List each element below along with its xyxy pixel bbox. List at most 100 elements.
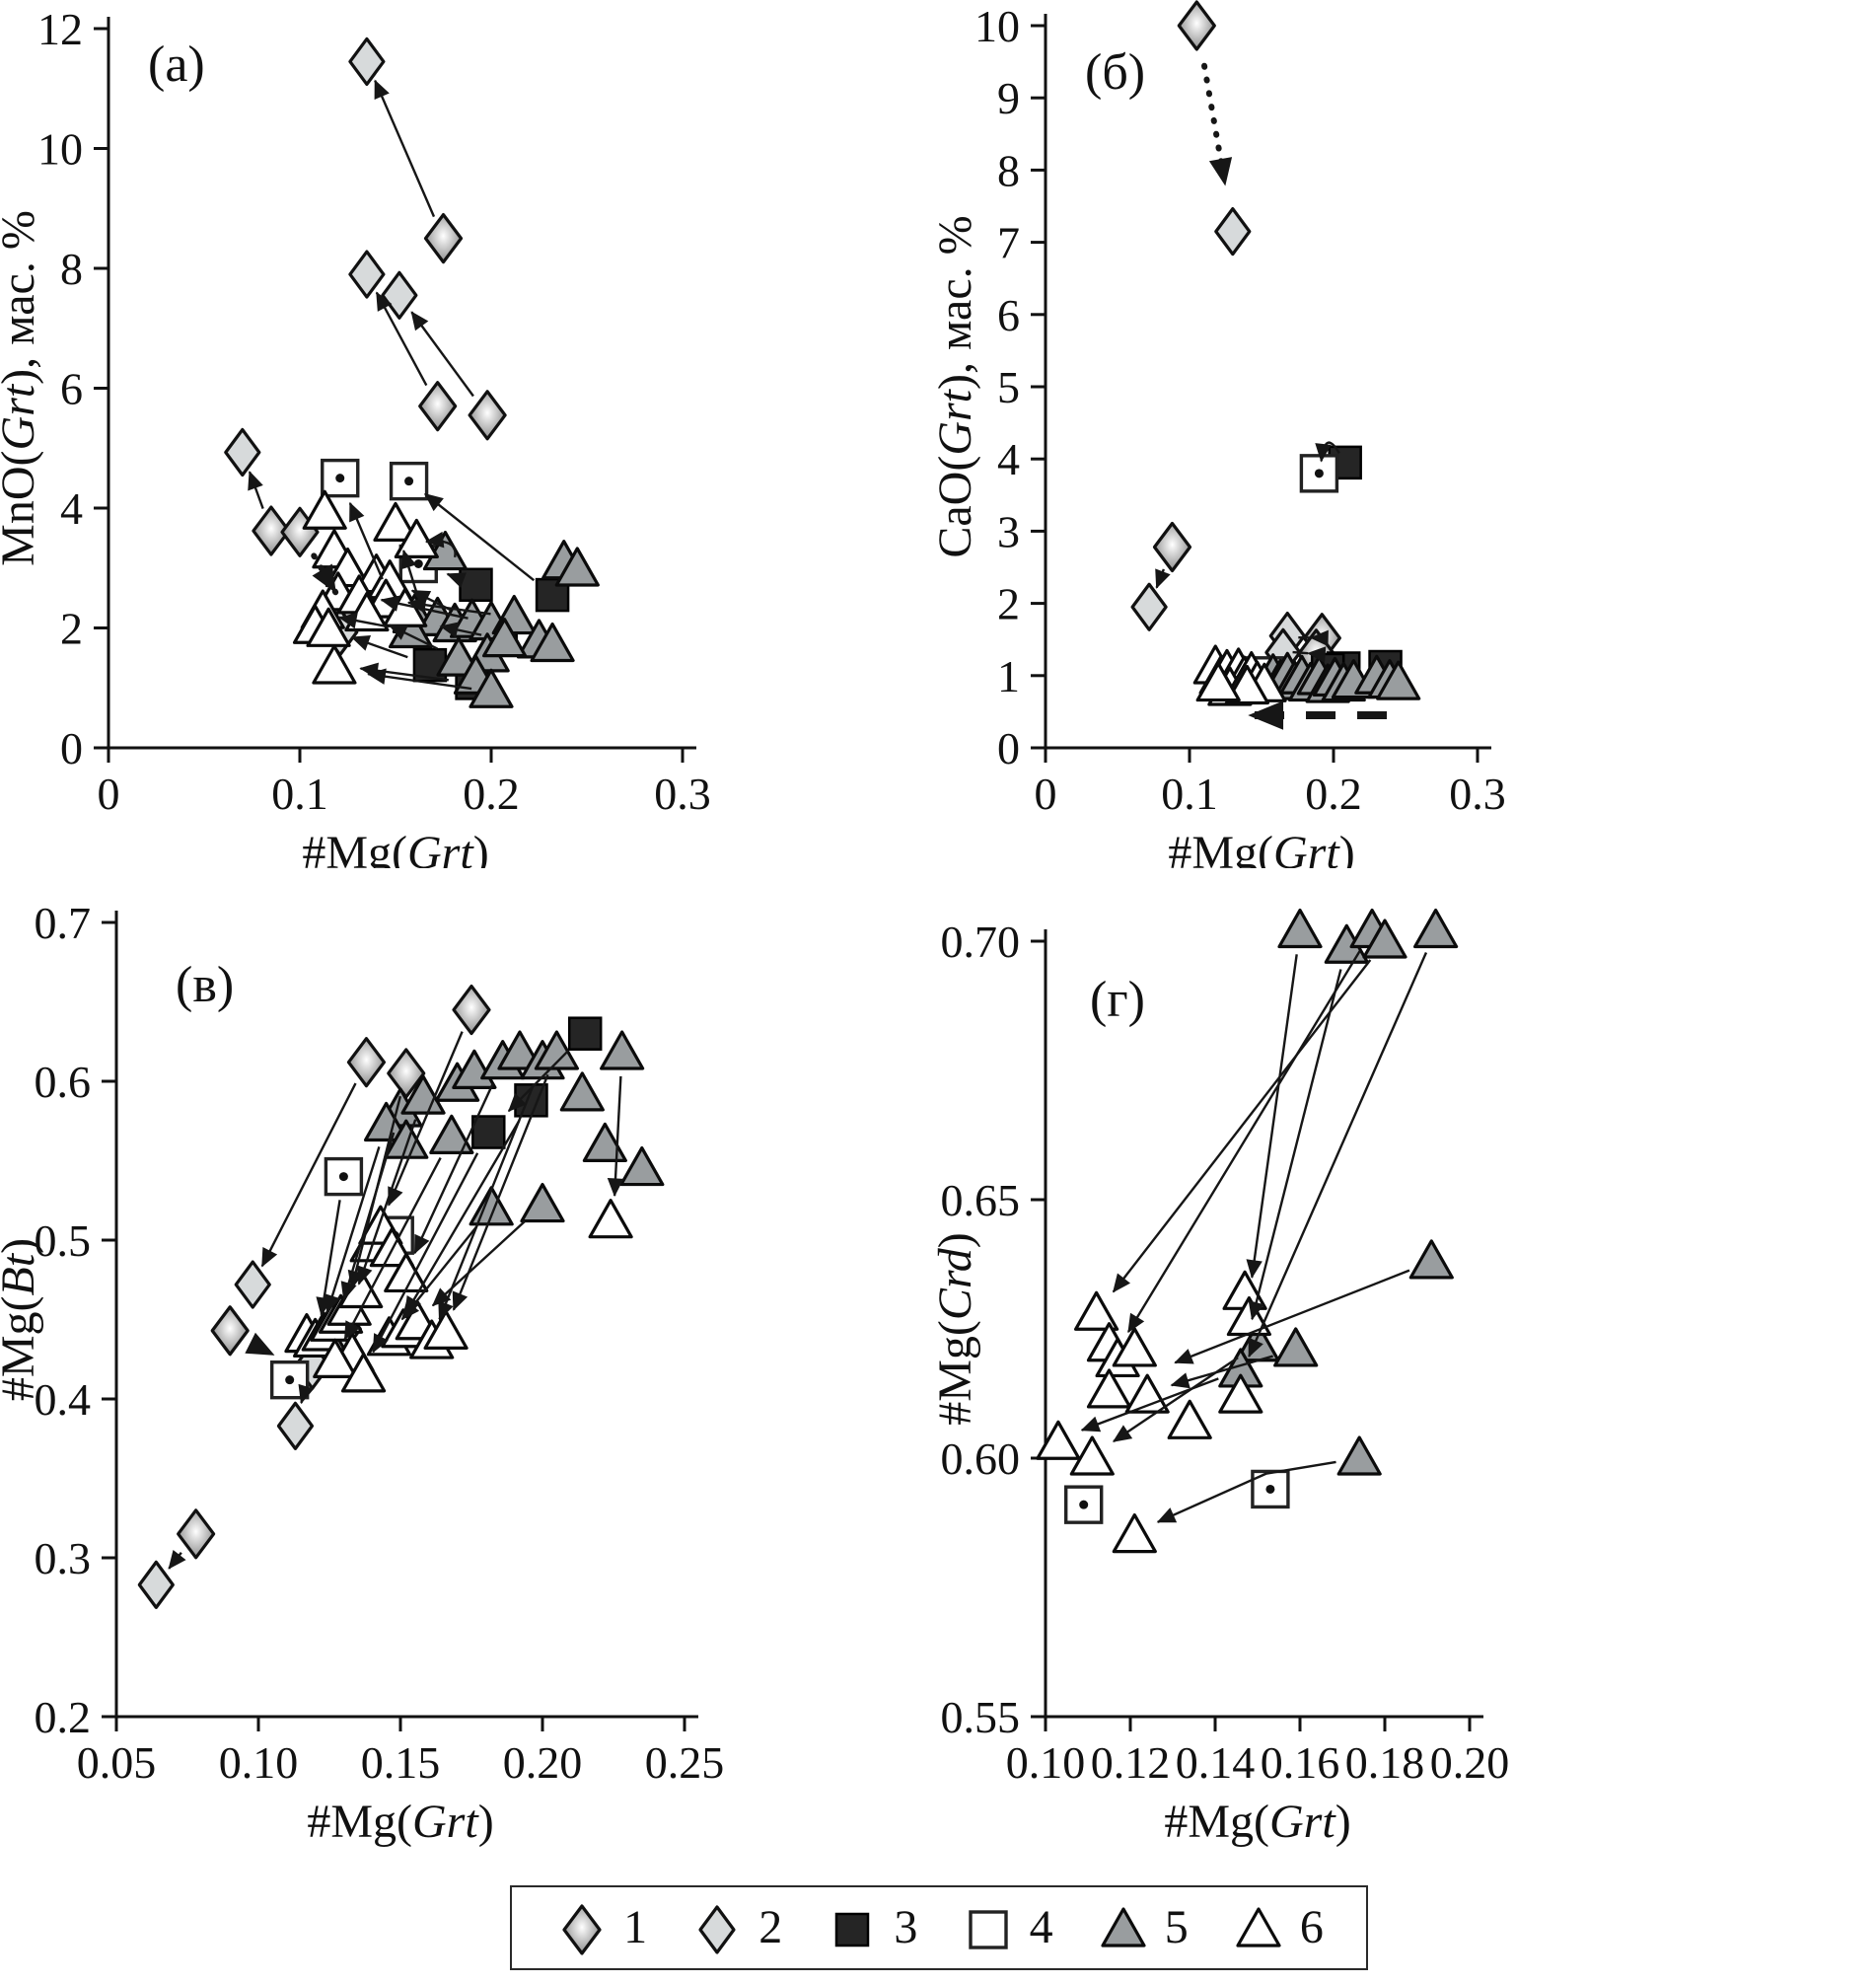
trend-arrow [350,635,408,659]
trend-arrow [438,1083,536,1321]
trend-arrow [1248,969,1342,1321]
legend-item-6: 6 [1231,1900,1324,1955]
legend-item-1: 1 [554,1900,647,1955]
trend-arrow [298,1383,315,1405]
trend-arrow [431,1219,527,1307]
data-point-triangle-filled [1376,660,1421,700]
data-point-triangle-filled [497,1030,542,1070]
arrowhead-icon [446,572,467,588]
data-point-diamond-gradient [177,1508,216,1560]
data-point-diamond-light [348,37,386,87]
tie-arrows [1155,62,1388,730]
arrowhead-icon [1309,629,1329,647]
arrowhead-icon [1112,1273,1131,1293]
arrowhead-icon [168,1549,186,1570]
data-point-square-filled [567,1016,603,1051]
y-axis-title: #Mg(Bt) [0,1238,44,1401]
legend: 1 2 3 4 5 6 [510,1885,1368,1970]
triangle-open-icon [1236,1907,1281,1947]
trend-arrow [367,668,472,691]
data-point-square-open [968,1910,1008,1949]
trend-arrow [406,597,491,616]
trend-arrow [410,311,474,398]
arrowhead-icon [372,1333,389,1354]
x-tick-label: 0.20 [1430,1737,1510,1788]
data-point-diamond-light [234,1260,271,1309]
data-point-diamond-light [137,1560,175,1609]
arrowhead-icon [1080,1416,1102,1433]
data-point-triangle-open [588,1199,633,1239]
x-tick-label: 0.2 [1305,769,1362,819]
tie-arrows [248,79,536,691]
data-point-triangle-filled [1273,1327,1319,1367]
data-point-diamond-gradient [210,1305,250,1357]
arrowhead-icon [261,1247,278,1268]
square-open-icon [968,1910,1008,1949]
arrowhead-icon [245,1332,275,1356]
data-point-triangle-open [1236,1907,1281,1947]
data-point-triangle-filled [582,1122,627,1162]
arrowhead-icon [507,1092,527,1113]
trend-arrow [375,291,428,387]
y-tick-label: 0.55 [941,1692,1021,1742]
panel-label: (в) [176,957,234,1013]
trend-arrow [439,622,482,638]
arrowhead-icon [424,492,444,512]
trend-arrow [1155,568,1171,589]
trend-arrow [1112,959,1372,1293]
legend-item-5: 5 [1096,1900,1189,1955]
y-tick-label: 8 [60,244,83,294]
data-point-triangle-filled [1277,908,1323,949]
legend-item-label: 6 [1299,1901,1324,1953]
data-point-triangle-filled [1408,1239,1454,1280]
x-axis-title: #Mg(Grt) [1164,1796,1350,1848]
trend-arrow [1248,700,1388,730]
arrowhead-icon [1155,568,1171,589]
x-tick-label: 0.10 [1006,1737,1086,1788]
y-tick-label: 10 [37,124,83,175]
arrowhead-icon [438,1300,454,1321]
arrowhead-icon [400,1300,420,1321]
legend-item-4: 4 [961,1900,1053,1955]
x-tick-label: 0.1 [1161,769,1218,819]
arrowhead-icon [388,625,408,640]
data-point-triangle-open [369,1227,414,1268]
trend-arrow [413,1082,494,1255]
arrowhead-icon [312,563,336,594]
legend-item-label: 4 [1029,1901,1053,1953]
x-tick-label: 0.20 [503,1737,583,1788]
data-point-triangle-filled [600,1030,645,1070]
y-tick-label: 2 [60,604,83,654]
data-point-square-open-dot [321,458,360,498]
trend-arrow [311,552,339,596]
y-axis-title: CaO(Grt), мас. % [937,215,981,557]
data-point-triangle-filled [1362,919,1407,959]
data-point-square-filled [835,1912,870,1947]
arrowhead-icon [414,1233,430,1255]
trend-arrow [348,501,384,580]
data-point-triangle-open [1195,661,1241,702]
data-point-diamond-gradient [346,1037,387,1088]
data-point-diamond-gradient [452,984,491,1036]
axes: 0 1 2 3 4 5 6 7 8 9 10 0 0.1 0.2 0.3 #Mg(Grt) CaO(Grt), … [937,1,1506,868]
x-axis-title: #Mg(Grt) [1168,827,1354,868]
data-point-diamond-gradient [418,381,458,432]
arrowhead-icon [424,531,445,549]
data-point-triangle-open [340,1353,387,1393]
legend-item-label: 5 [1164,1901,1189,1953]
trend-arrow [1292,646,1327,663]
trend-arrow [1126,950,1361,1334]
x-tick-label: 0 [98,769,120,819]
trend-arrow [607,1075,624,1198]
y-tick-label: 9 [997,73,1020,123]
x-tick-label: 0.3 [654,769,711,819]
arrowhead-icon [298,1383,315,1405]
data-point-diamond-light [348,250,386,299]
y-tick-label: 8 [997,145,1020,195]
trend-arrow [248,471,264,509]
x-tick-label: 0.3 [1449,769,1506,819]
x-axis-title: #Mg(Grt) [307,1796,493,1848]
tie-arrows [1080,950,1428,1523]
data-points [1036,908,1459,1554]
data-point-triangle-filled [1413,908,1459,949]
